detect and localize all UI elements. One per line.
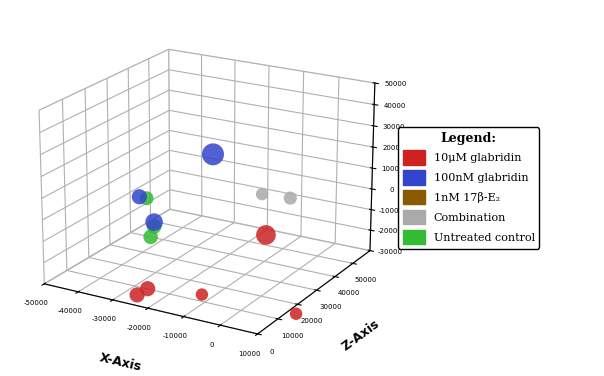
Legend: 10μM glabridin, 100nM glabridin, 1nM 17β-E₂, Combination, Untreated control: 10μM glabridin, 100nM glabridin, 1nM 17β…	[398, 127, 539, 249]
X-axis label: X-Axis: X-Axis	[98, 351, 143, 373]
Y-axis label: Z-Axis: Z-Axis	[340, 317, 382, 353]
